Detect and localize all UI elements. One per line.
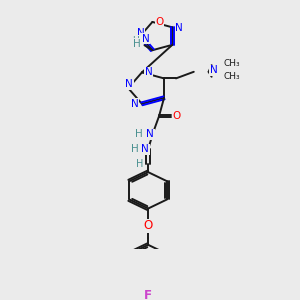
Text: CH₃: CH₃ bbox=[224, 59, 240, 68]
Text: O: O bbox=[173, 111, 181, 121]
Text: H: H bbox=[132, 36, 139, 45]
Text: N: N bbox=[125, 79, 133, 89]
Text: O: O bbox=[144, 219, 153, 232]
Text: CH₃: CH₃ bbox=[224, 72, 240, 81]
Text: H: H bbox=[136, 159, 143, 169]
Text: F: F bbox=[144, 289, 152, 300]
Text: N: N bbox=[142, 34, 149, 44]
Text: N: N bbox=[146, 129, 154, 139]
Text: N: N bbox=[131, 99, 139, 109]
Text: H: H bbox=[136, 129, 143, 139]
Text: O: O bbox=[155, 17, 164, 27]
Text: N: N bbox=[145, 68, 153, 77]
Text: N: N bbox=[210, 65, 218, 75]
Text: H: H bbox=[133, 39, 140, 49]
Text: N: N bbox=[137, 28, 145, 38]
Text: N: N bbox=[141, 144, 149, 154]
Text: N: N bbox=[176, 23, 183, 33]
Text: H: H bbox=[130, 144, 138, 154]
Text: N: N bbox=[142, 34, 149, 44]
